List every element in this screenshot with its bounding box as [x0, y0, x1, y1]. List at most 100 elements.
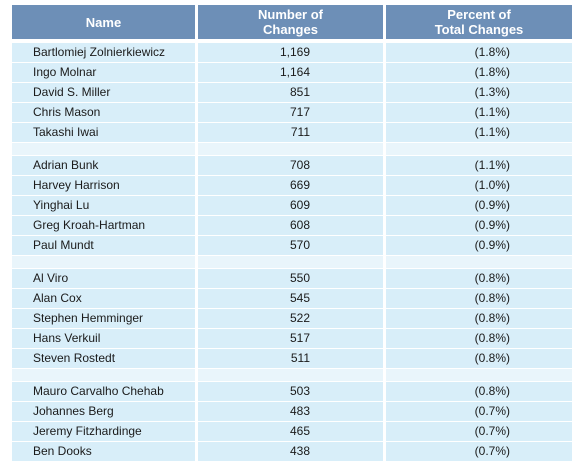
cell-number-of-changes: 708 — [198, 155, 383, 175]
cell-percent-of-total: (0.8%) — [386, 268, 572, 288]
table-row: Adrian Bunk 708 (1.1%) — [12, 155, 572, 175]
table-row: Johannes Berg 483 (0.7%) — [12, 401, 572, 421]
spacer-cell — [12, 142, 195, 155]
cell-name: Stephen Hemminger — [12, 308, 195, 328]
cell-name: Yinghai Lu — [12, 195, 195, 215]
table-row: Steven Rostedt 511 (0.8%) — [12, 348, 572, 368]
cell-number-of-changes: 483 — [198, 401, 383, 421]
table-row: Paul Mundt 570 (0.9%) — [12, 235, 572, 255]
header-name-label: Name — [85, 14, 122, 30]
group-spacer — [12, 368, 572, 381]
cell-name: Paul Mundt — [12, 235, 195, 255]
cell-name: Jeremy Fitzhardinge — [12, 421, 195, 441]
cell-number-of-changes: 438 — [198, 441, 383, 461]
group-spacer — [12, 255, 572, 268]
table-header: Name Number of Changes Percent of Total … — [12, 5, 572, 42]
cell-name: Ben Dooks — [12, 441, 195, 461]
table-row: Alan Cox 545 (0.8%) — [12, 288, 572, 308]
cell-percent-of-total: (1.3%) — [386, 82, 572, 102]
table-row: Ingo Molnar 1,164 (1.8%) — [12, 62, 572, 82]
table-row: Al Viro 550 (0.8%) — [12, 268, 572, 288]
table-row: David S. Miller 851 (1.3%) — [12, 82, 572, 102]
cell-name: Bartlomiej Zolnierkiewicz — [12, 42, 195, 62]
table-row: Bartlomiej Zolnierkiewicz 1,169 (1.8%) — [12, 42, 572, 62]
cell-number-of-changes: 550 — [198, 268, 383, 288]
cell-percent-of-total: (0.8%) — [386, 348, 572, 368]
cell-name: Alan Cox — [12, 288, 195, 308]
cell-name: Harvey Harrison — [12, 175, 195, 195]
cell-number-of-changes: 851 — [198, 82, 383, 102]
table-row: Jeremy Fitzhardinge 465 (0.7%) — [12, 421, 572, 441]
header-row: Name Number of Changes Percent of Total … — [12, 5, 572, 42]
cell-percent-of-total: (1.8%) — [386, 42, 572, 62]
cell-number-of-changes: 717 — [198, 102, 383, 122]
table-row: Yinghai Lu 609 (0.9%) — [12, 195, 572, 215]
cell-name: Johannes Berg — [12, 401, 195, 421]
cell-number-of-changes: 511 — [198, 348, 383, 368]
header-percent-line-1: Percent of — [447, 7, 511, 22]
cell-percent-of-total: (0.7%) — [386, 441, 572, 461]
table-row: Chris Mason 717 (1.1%) — [12, 102, 572, 122]
cell-percent-of-total: (0.8%) — [386, 381, 572, 401]
table-row: Harvey Harrison 669 (1.0%) — [12, 175, 572, 195]
spacer-cell — [386, 142, 572, 155]
cell-name: Ingo Molnar — [12, 62, 195, 82]
spacer-cell — [198, 368, 383, 381]
cell-percent-of-total: (1.1%) — [386, 155, 572, 175]
cell-number-of-changes: 570 — [198, 235, 383, 255]
header-percent-line-2: Total Changes — [434, 22, 524, 37]
cell-percent-of-total: (0.8%) — [386, 288, 572, 308]
cell-name: Al Viro — [12, 268, 195, 288]
cell-percent-of-total: (0.9%) — [386, 235, 572, 255]
spacer-cell — [386, 255, 572, 268]
cell-percent-of-total: (0.7%) — [386, 421, 572, 441]
page: Name Number of Changes Percent of Total … — [12, 5, 572, 461]
table-row: Mauro Carvalho Chehab 503 (0.8%) — [12, 381, 572, 401]
cell-percent-of-total: (1.1%) — [386, 122, 572, 142]
cell-percent-of-total: (1.1%) — [386, 102, 572, 122]
table-row: Takashi Iwai 711 (1.1%) — [12, 122, 572, 142]
cell-percent-of-total: (1.8%) — [386, 62, 572, 82]
header-number-of-changes: Number of Changes — [198, 5, 383, 42]
header-percent-of-total: Percent of Total Changes — [386, 5, 572, 42]
cell-number-of-changes: 608 — [198, 215, 383, 235]
cell-name: Chris Mason — [12, 102, 195, 122]
table-row: Stephen Hemminger 522 (0.8%) — [12, 308, 572, 328]
cell-percent-of-total: (0.8%) — [386, 308, 572, 328]
spacer-cell — [386, 368, 572, 381]
cell-number-of-changes: 503 — [198, 381, 383, 401]
header-number-line-1: Number of — [258, 7, 323, 22]
cell-number-of-changes: 669 — [198, 175, 383, 195]
cell-name: David S. Miller — [12, 82, 195, 102]
header-name: Name — [12, 5, 195, 42]
cell-number-of-changes: 465 — [198, 421, 383, 441]
cell-percent-of-total: (0.7%) — [386, 401, 572, 421]
spacer-cell — [12, 368, 195, 381]
cell-number-of-changes: 1,164 — [198, 62, 383, 82]
spacer-cell — [198, 142, 383, 155]
cell-percent-of-total: (0.9%) — [386, 215, 572, 235]
table-body: Bartlomiej Zolnierkiewicz 1,169 (1.8%) Ingo… — [12, 42, 572, 461]
spacer-cell — [198, 255, 383, 268]
cell-name: Takashi Iwai — [12, 122, 195, 142]
cell-number-of-changes: 711 — [198, 122, 383, 142]
header-number-line-2: Changes — [263, 22, 318, 37]
cell-percent-of-total: (0.8%) — [386, 328, 572, 348]
cell-number-of-changes: 545 — [198, 288, 383, 308]
contributors-table: Name Number of Changes Percent of Total … — [9, 5, 575, 461]
cell-name: Steven Rostedt — [12, 348, 195, 368]
spacer-cell — [12, 255, 195, 268]
cell-number-of-changes: 1,169 — [198, 42, 383, 62]
cell-number-of-changes: 522 — [198, 308, 383, 328]
cell-number-of-changes: 609 — [198, 195, 383, 215]
cell-name: Mauro Carvalho Chehab — [12, 381, 195, 401]
cell-percent-of-total: (0.9%) — [386, 195, 572, 215]
cell-name: Adrian Bunk — [12, 155, 195, 175]
cell-number-of-changes: 517 — [198, 328, 383, 348]
cell-percent-of-total: (1.0%) — [386, 175, 572, 195]
cell-name: Greg Kroah-Hartman — [12, 215, 195, 235]
table-row: Ben Dooks 438 (0.7%) — [12, 441, 572, 461]
group-spacer — [12, 142, 572, 155]
table-row: Hans Verkuil 517 (0.8%) — [12, 328, 572, 348]
table-row: Greg Kroah-Hartman 608 (0.9%) — [12, 215, 572, 235]
